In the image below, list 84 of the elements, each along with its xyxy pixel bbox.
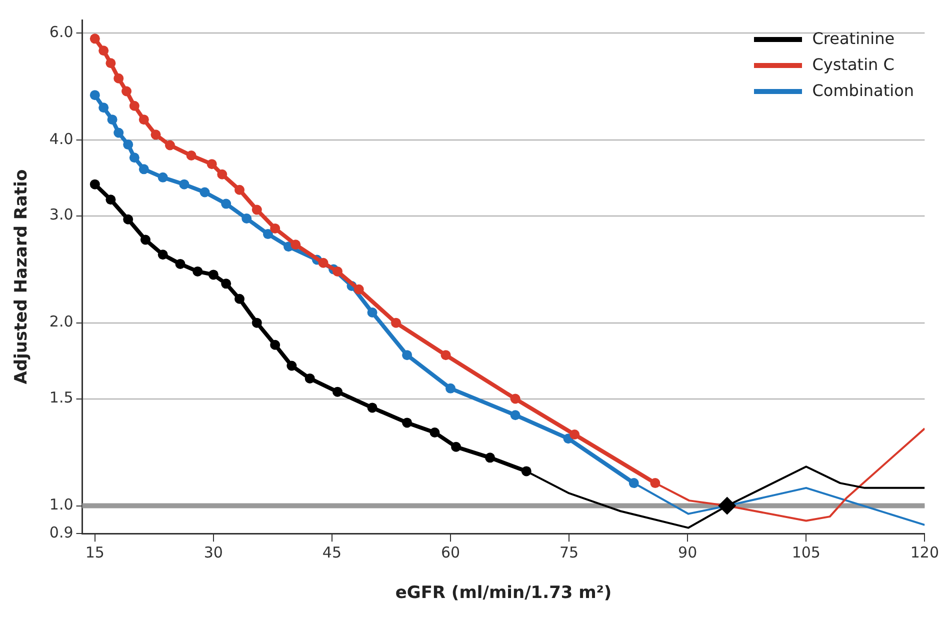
x-tick-label: 45 [322,543,342,562]
point [286,360,297,371]
point [221,278,232,289]
point [206,159,217,170]
point [262,229,273,240]
x-axis-title: eGFR (ml/min/1.73 m²) [395,583,612,604]
point [186,150,196,161]
point [90,34,100,44]
point [318,258,328,268]
y-tick-label: 1.5 [49,388,74,407]
point [138,114,149,125]
point [440,350,451,360]
point [175,258,186,269]
x-tick-label: 105 [792,543,820,562]
x-tick-label: 30 [204,543,223,562]
point [179,179,190,190]
point [129,152,140,163]
point [150,130,161,140]
point [208,270,218,280]
point [90,90,100,100]
point [718,496,736,515]
point [221,198,232,209]
point [510,410,520,420]
point [430,428,440,438]
point [122,86,132,96]
point [114,73,124,84]
x-tick-label: 60 [440,543,460,562]
y-tick-label: 3.0 [49,206,74,224]
point [650,478,660,488]
point [367,402,378,413]
point [451,442,462,452]
point [390,318,401,328]
point [123,140,134,150]
point [270,223,280,234]
point [192,266,203,276]
point [402,350,412,360]
point [367,307,378,318]
point [107,114,118,125]
point [129,100,140,111]
point [252,204,262,215]
y-tick-label: 6.0 [49,22,74,41]
x-tick-label: 120 [910,543,940,562]
y-tick-label: 2.0 [49,312,74,331]
point [628,478,639,488]
point [98,46,109,56]
point [164,140,175,150]
y-tick-label: 4.0 [49,130,74,148]
point [200,187,210,198]
point [270,340,280,350]
point [158,172,168,182]
legend-label: Cystatin C [812,54,894,76]
point [521,466,532,476]
y-tick-label: 1.0 [49,496,74,514]
point [90,179,100,190]
point [123,214,134,224]
point [106,58,116,68]
y-axis-title: Adjusted Hazard Ratio [12,169,32,384]
point [217,169,228,180]
point [332,386,343,397]
point [290,240,301,250]
legend-label: Combination [812,80,914,102]
point [98,102,109,113]
point [114,128,124,138]
point [234,294,245,304]
point [252,318,262,328]
legend-label: Creatinine [812,28,895,50]
point [570,430,580,440]
point [354,284,364,294]
point [304,373,315,384]
x-tick-label: 90 [678,543,698,562]
point [234,184,245,195]
point [446,383,456,394]
x-tick-label: 75 [560,543,579,562]
point [242,213,252,224]
y-tick-label: 0.9 [49,523,74,542]
point [402,418,412,428]
x-tick-label: 15 [85,543,104,562]
point [106,194,116,205]
point [138,164,149,174]
point [510,394,520,404]
point [485,452,496,463]
point [332,266,343,276]
point [158,250,168,260]
point [140,234,150,245]
